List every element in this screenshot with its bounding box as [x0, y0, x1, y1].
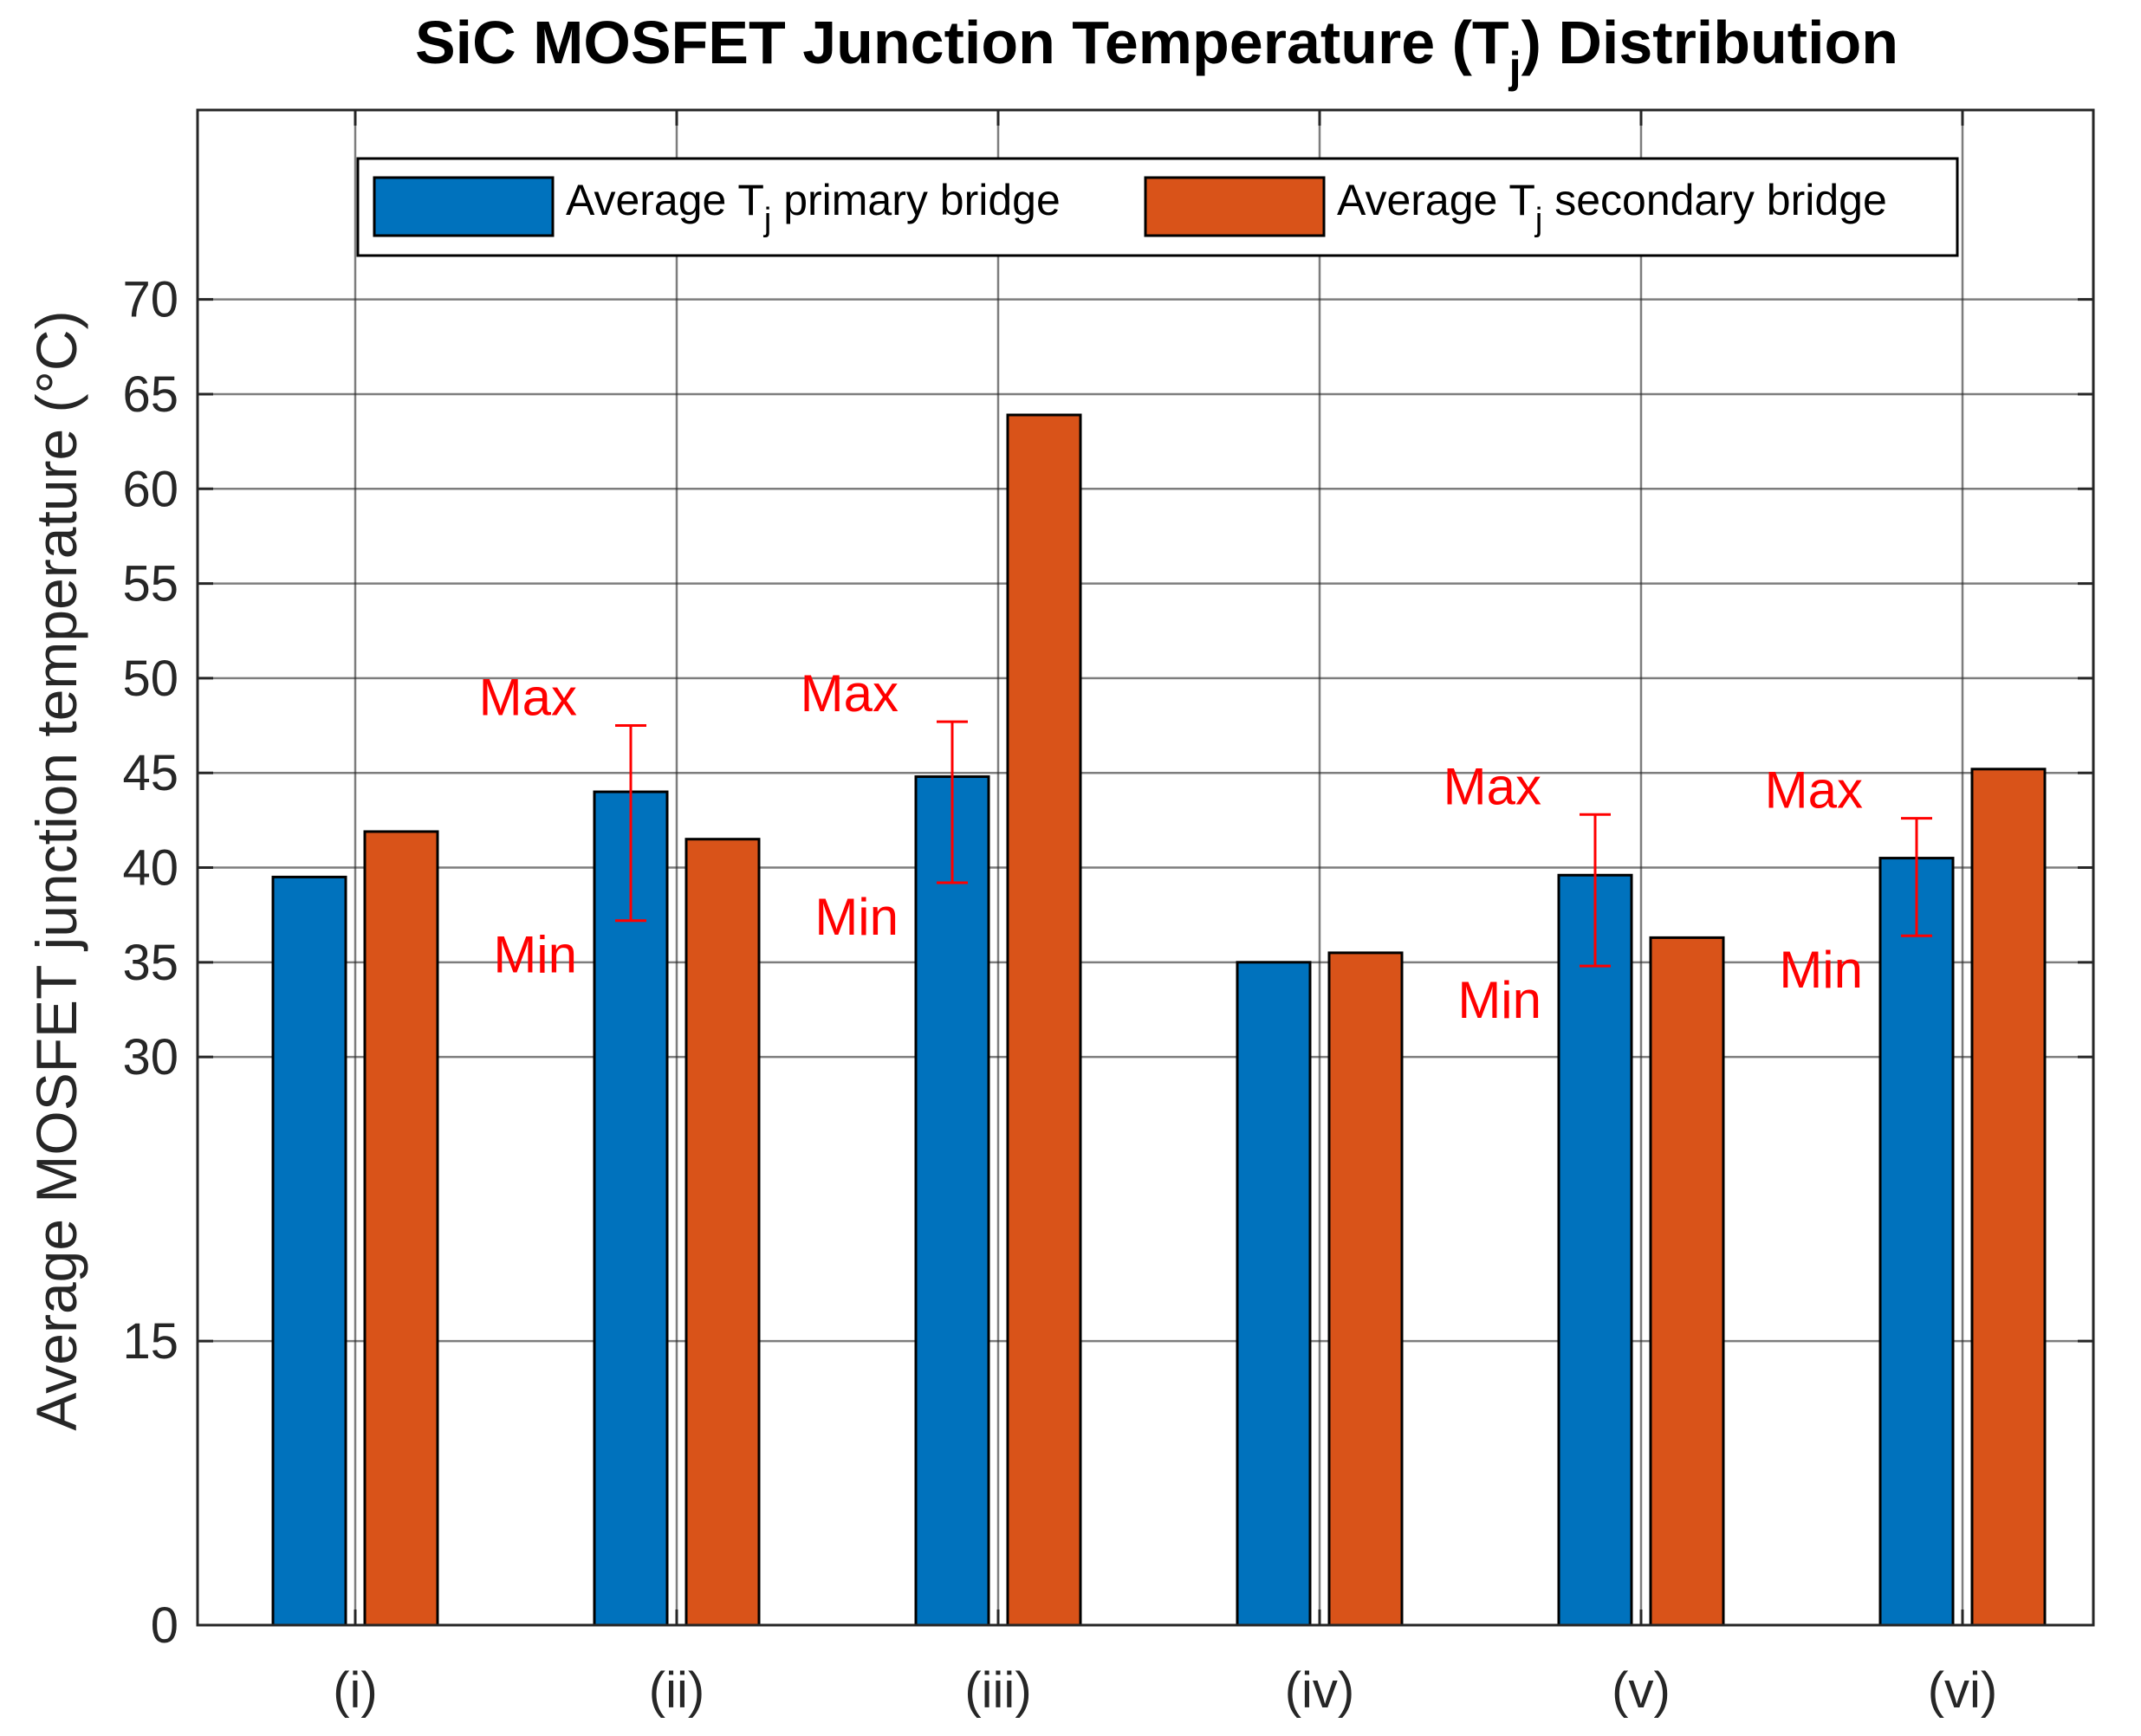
min-label: Min	[493, 926, 577, 984]
max-label: Max	[1444, 757, 1541, 815]
max-label: Max	[801, 664, 899, 722]
x-tick-label: (iv)	[1285, 1662, 1355, 1719]
min-label: Min	[1457, 971, 1541, 1029]
x-tick-label: (v)	[1612, 1662, 1671, 1719]
legend-label-secondary: Average Tj secondary bridge	[1337, 176, 1887, 238]
tick-labels: 0 15 30 35 40 45 50 55 60 65 70 (i) (ii) (iii) (iv) (v)…	[122, 272, 1997, 1719]
legend-label-primary: Average Tj primary bridge	[566, 176, 1061, 238]
y-tick-label: 55	[122, 556, 178, 612]
bar-secondary	[1649, 936, 1725, 1627]
bar-primary	[1236, 961, 1312, 1627]
max-label: Max	[479, 669, 577, 727]
max-label: Max	[1765, 761, 1863, 819]
y-tick-label: 40	[122, 840, 178, 897]
bar-primary	[1878, 857, 1955, 1627]
y-tick-label: 50	[122, 651, 178, 707]
bar-primary	[271, 875, 347, 1627]
min-label: Min	[814, 888, 899, 946]
y-tick-label: 30	[122, 1029, 178, 1085]
bar-secondary	[363, 830, 439, 1627]
bar-primary	[593, 790, 669, 1627]
bar-secondary	[684, 838, 761, 1627]
y-tick-label: 70	[122, 272, 178, 328]
error-bars: Max Min Max Min Max Min Max Min	[479, 664, 1932, 1029]
chart-title: SiC MOSFET Junction Temperature (Tj) Dis…	[415, 9, 1898, 92]
grid-lines	[198, 110, 2093, 1627]
y-tick-label: 0	[151, 1597, 178, 1654]
bar-primary	[1557, 873, 1633, 1627]
y-tick-label: 45	[122, 745, 178, 801]
legend-swatch-primary	[373, 176, 555, 237]
min-label: Min	[1779, 941, 1863, 999]
x-tick-label: (ii)	[649, 1662, 704, 1719]
bar-primary	[914, 775, 990, 1627]
y-tick-label: 65	[122, 366, 178, 423]
legend: Average Tj primary bridge Average Tj sec…	[356, 157, 1959, 257]
x-tick-label: (i)	[333, 1662, 378, 1719]
x-tick-label: (iii)	[964, 1662, 1031, 1719]
y-axis-label: Average MOSFET junction temperature (°C)	[24, 310, 88, 1430]
bar-secondary	[1970, 768, 2047, 1627]
axes-box	[196, 108, 2095, 1627]
bar-secondary	[1327, 951, 1404, 1627]
bars	[271, 413, 2047, 1627]
legend-swatch-secondary	[1144, 176, 1326, 237]
x-tick-label: (vi)	[1928, 1662, 1998, 1719]
y-tick-label: 15	[122, 1313, 178, 1370]
y-tick-label: 35	[122, 935, 178, 991]
y-tick-label: 60	[122, 461, 178, 517]
bar-secondary	[1006, 413, 1082, 1627]
